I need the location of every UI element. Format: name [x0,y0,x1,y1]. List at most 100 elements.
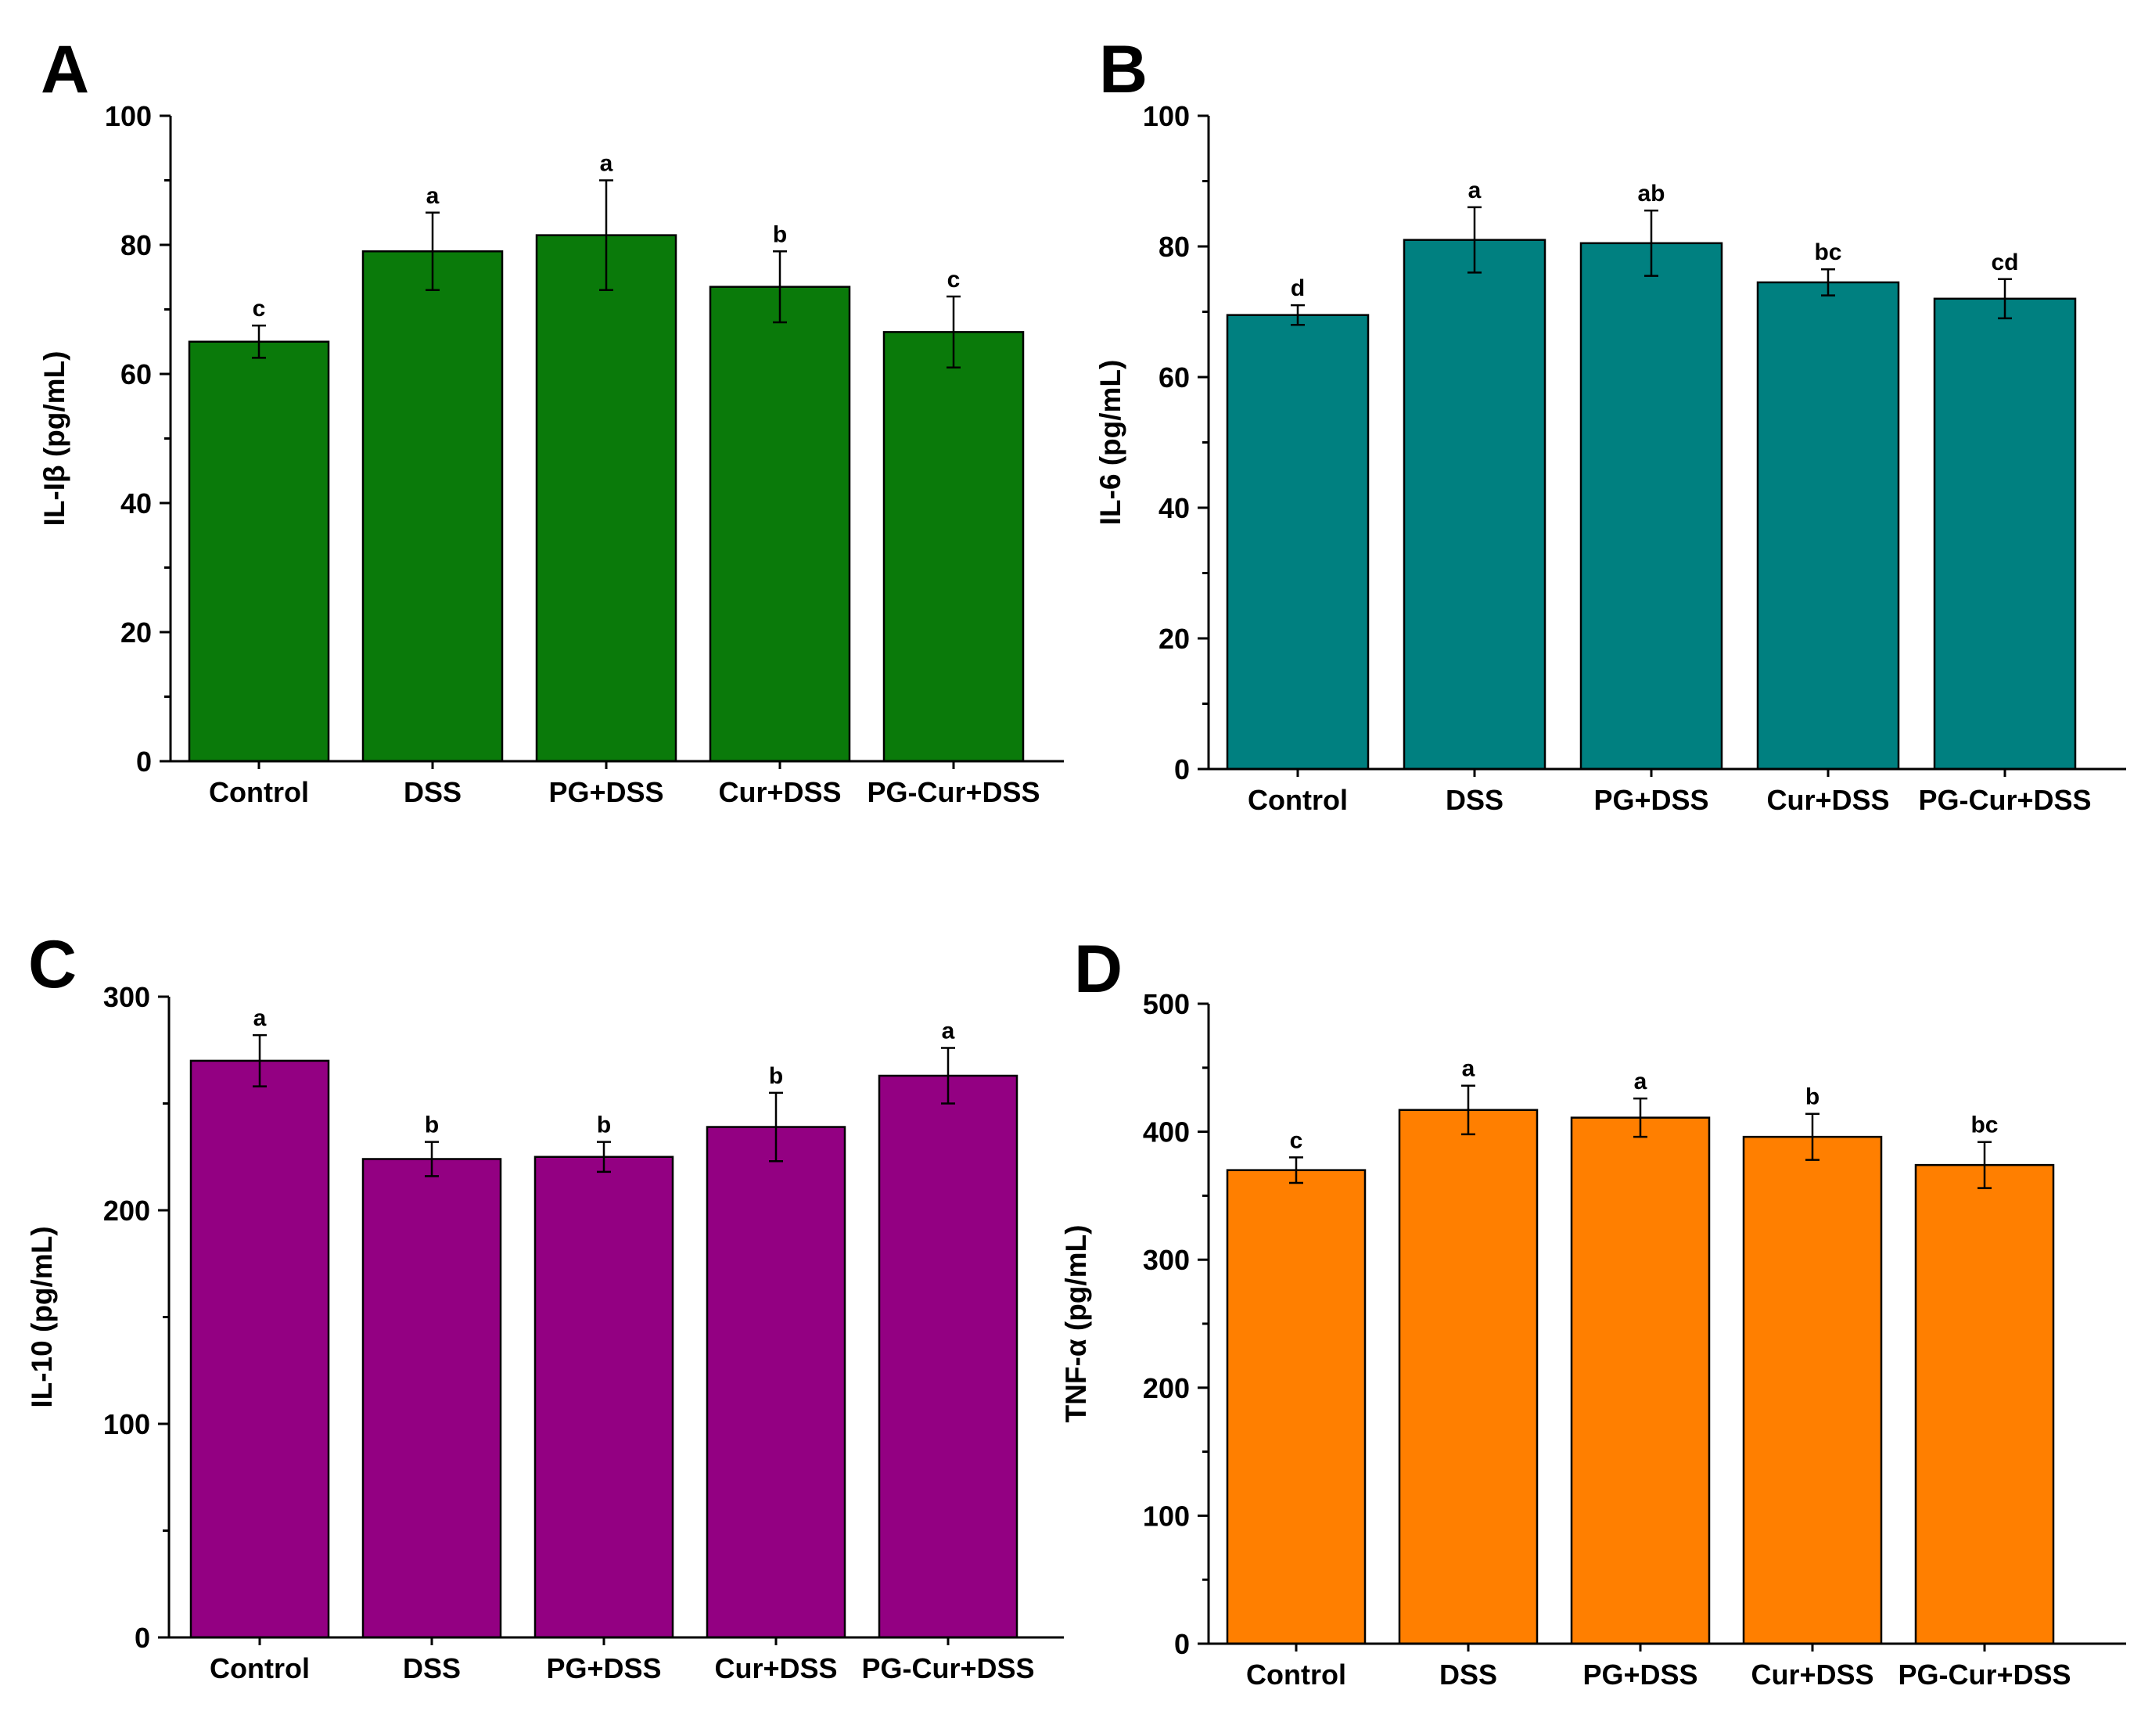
significance-label-b-dss: a [1468,178,1482,203]
bar-d-pg-cur-dss [1914,1163,2055,1645]
y-tick-label-d-300: 300 [1143,1244,1190,1276]
bar-b-control [1226,314,1370,771]
bar-d-cur-dss [1742,1135,1883,1645]
error-bar-c-cur-dss [769,1091,783,1163]
bar-c-pg-dss [533,1156,674,1639]
x-tick-label-a-pg-dss: PG+DSS [548,776,663,808]
panel-letter-a: A [41,32,89,107]
bar-d-pg-dss [1570,1116,1711,1645]
y-tick-label-b-100: 100 [1143,100,1190,132]
x-tick-label-d-control: Control [1246,1659,1346,1691]
y-tick-label-d-400: 400 [1143,1116,1190,1148]
y-tick-label-c-0: 0 [135,1622,150,1654]
x-tick-label-c-control: Control [210,1652,310,1684]
x-tick-label-b-pg-dss: PG+DSS [1593,784,1708,816]
bar-c-pg-cur-dss [878,1074,1018,1639]
x-tick-label-b-dss: DSS [1446,784,1503,816]
significance-label-c-control: a [253,1005,267,1031]
y-tick-label-a-0: 0 [136,746,152,778]
x-tick-label-d-cur-dss: Cur+DSS [1751,1659,1873,1691]
y-axis-title-c: IL-10 (pg/mL) [26,1226,58,1407]
panel-a: A c a a b c 0 20 40 60 80 100 Control DSS PG+DSS Cur+D… [38,32,1064,808]
y-tick-label-d-200: 200 [1143,1372,1190,1404]
bar-b-pg-cur-dss [1933,297,2077,771]
significance-label-b-pg-dss: ab [1637,181,1665,207]
error-bar-b-pg-dss [1644,209,1658,277]
bar-b-cur-dss [1756,281,1900,771]
error-bar-d-control [1289,1156,1303,1184]
bar-c-dss [361,1158,502,1639]
significance-label-a-pg-dss: a [600,151,613,177]
bar-c-control [189,1059,330,1639]
x-tick-label-a-cur-dss: Cur+DSS [718,776,841,808]
error-bar-a-pg-cur-dss [947,295,961,368]
bar-c-cur-dss [706,1126,846,1639]
error-bar-c-control [253,1033,267,1087]
bar-a-pg-dss [535,234,677,763]
y-axis-title-a: IL-Iβ (pg/mL) [38,351,70,527]
x-tick-label-b-cur-dss: Cur+DSS [1766,784,1889,816]
y-tick-label-a-40: 40 [120,487,152,519]
error-bar-d-dss [1461,1084,1475,1136]
error-bar-b-pg-cur-dss [1998,278,2012,320]
error-bar-d-cur-dss [1805,1112,1819,1161]
bar-a-pg-cur-dss [882,331,1025,763]
significance-label-a-dss: a [426,183,440,209]
x-tick-label-c-dss: DSS [403,1652,461,1684]
x-tick-label-a-control: Control [209,776,309,808]
y-tick-label-c-300: 300 [103,981,150,1013]
significance-label-d-pg-dss: a [1634,1069,1647,1094]
y-axis-title-d: TNF-α (pg/mL) [1060,1225,1092,1423]
panel-c: C a b b b a 0 100 200 300 Control DSS PG+DSS Cur+DSS… [26,927,1064,1684]
error-bar-a-cur-dss [773,250,787,324]
significance-label-a-cur-dss: b [773,221,787,247]
significance-label-c-cur-dss: b [769,1063,783,1089]
y-tick-label-c-100: 100 [103,1408,150,1440]
y-axis-title-b: IL-6 (pg/mL) [1094,360,1126,526]
significance-label-d-cur-dss: b [1805,1084,1819,1110]
error-bar-a-dss [426,211,440,291]
x-tick-label-a-dss: DSS [404,776,462,808]
significance-label-d-dss: a [1462,1056,1475,1082]
x-tick-label-c-pg-dss: PG+DSS [546,1652,661,1684]
panel-letter-d: D [1074,932,1123,1007]
y-tick-label-a-80: 80 [120,229,152,261]
panel-letter-b: B [1099,32,1148,107]
error-bar-b-cur-dss [1821,268,1835,297]
error-bar-a-pg-dss [599,179,613,291]
x-tick-label-d-pg-cur-dss: PG-Cur+DSS [1898,1659,2071,1691]
panel-d: D c a a b bc 0 100 200 300 400 500 Control DSS PG+DSS… [1060,932,2126,1691]
y-tick-label-d-100: 100 [1143,1500,1190,1532]
y-tick-label-b-40: 40 [1159,492,1190,524]
bar-b-dss [1403,239,1546,771]
significance-label-d-control: c [1290,1127,1303,1153]
error-bar-c-dss [425,1141,439,1177]
y-tick-label-a-100: 100 [105,100,152,132]
error-bar-a-control [252,324,266,359]
x-tick-label-d-pg-dss: PG+DSS [1582,1659,1697,1691]
x-tick-label-c-pg-cur-dss: PG-Cur+DSS [861,1652,1034,1684]
significance-label-c-dss: b [425,1112,439,1138]
y-tick-label-d-0: 0 [1174,1628,1190,1660]
error-bar-b-dss [1467,206,1482,274]
bar-d-dss [1398,1109,1539,1645]
bar-a-control [188,340,330,763]
y-tick-label-a-60: 60 [120,358,152,390]
error-bar-d-pg-cur-dss [1978,1141,1992,1189]
significance-label-c-pg-dss: b [597,1112,611,1138]
bar-a-dss [361,250,504,763]
error-bar-b-control [1291,304,1305,326]
error-bar-c-pg-cur-dss [941,1047,955,1105]
bar-a-cur-dss [709,286,851,763]
y-tick-label-b-0: 0 [1174,753,1190,785]
x-tick-label-a-pg-cur-dss: PG-Cur+DSS [867,776,1040,808]
y-tick-label-b-80: 80 [1159,231,1190,263]
significance-label-b-cur-dss: bc [1814,239,1841,265]
x-tick-label-c-cur-dss: Cur+DSS [714,1652,837,1684]
bar-b-pg-dss [1579,242,1723,771]
x-tick-label-d-dss: DSS [1439,1659,1497,1691]
panel-letter-c: C [28,927,77,1002]
error-bar-c-pg-dss [597,1141,611,1174]
significance-label-a-control: c [253,296,266,322]
